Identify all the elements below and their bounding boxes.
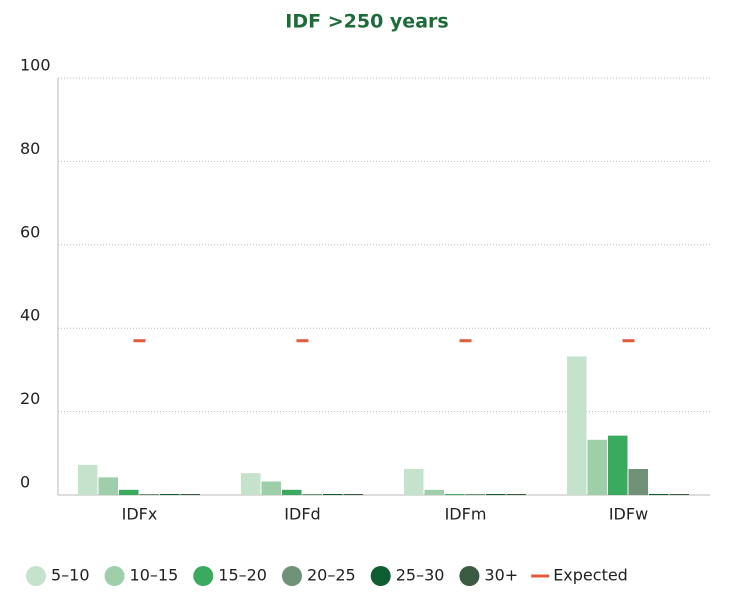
bar [567, 356, 587, 495]
bar [323, 494, 343, 495]
bar [628, 468, 648, 495]
bar [669, 494, 689, 495]
x-tick-label: IDFw [609, 505, 648, 524]
bar [282, 489, 302, 495]
legend-swatch [26, 566, 46, 586]
legend-label: 30+ [484, 566, 518, 585]
legend-swatch [370, 566, 391, 586]
bar [139, 494, 159, 495]
legend-swatch [281, 566, 302, 586]
legend-swatch [459, 566, 480, 586]
y-tick-label: 40 [20, 306, 40, 325]
y-tick-label: 60 [20, 222, 40, 241]
bar [160, 494, 180, 495]
bar [608, 435, 628, 495]
chart-title: IDF >250 years [285, 11, 448, 33]
x-tick-label: IDFd [284, 505, 320, 524]
y-tick-label: 80 [20, 139, 40, 158]
bar [649, 494, 669, 495]
bar [445, 494, 465, 495]
legend-swatch [193, 566, 214, 586]
bar [261, 481, 281, 495]
bar [241, 473, 261, 495]
y-tick-label: 20 [20, 389, 40, 408]
legend-label: 10–15 [130, 566, 179, 585]
bar [486, 494, 506, 495]
bar [119, 489, 139, 495]
bar [465, 494, 485, 495]
legend-label: Expected [553, 566, 628, 585]
y-tick-label: 100 [20, 56, 51, 75]
bar [302, 494, 322, 495]
y-tick-label: 0 [20, 473, 30, 492]
legend-label: 15–20 [218, 566, 267, 585]
bar [98, 477, 118, 495]
bar [587, 439, 607, 495]
bar [343, 494, 363, 495]
bar [78, 464, 98, 495]
bar [180, 494, 200, 495]
x-tick-label: IDFm [445, 505, 487, 524]
legend-label: 20–25 [307, 566, 356, 585]
bar [506, 494, 526, 495]
bar [424, 489, 444, 495]
bar [404, 468, 424, 495]
x-tick-label: IDFx [122, 505, 158, 524]
legend-swatch [104, 566, 125, 586]
legend-label: 25–30 [396, 566, 445, 585]
legend-label: 5–10 [51, 566, 90, 585]
